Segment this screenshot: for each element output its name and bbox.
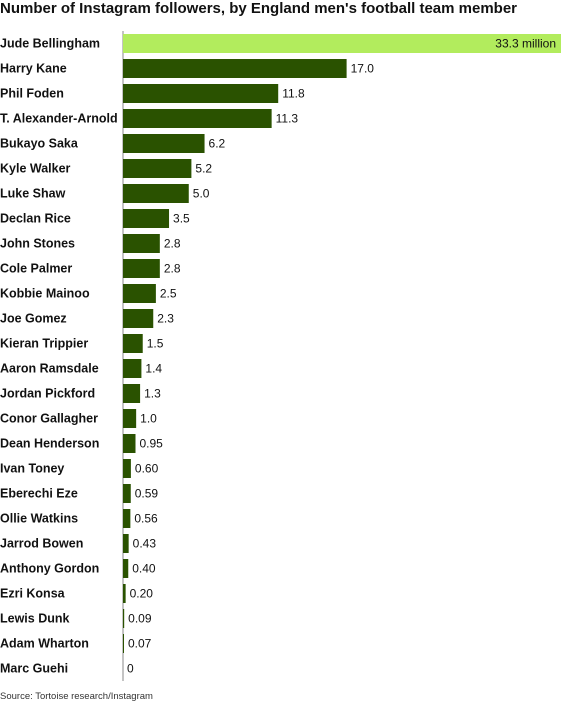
category-label: Phil Foden — [0, 87, 64, 101]
bar — [123, 359, 142, 378]
category-label: Conor Gallagher — [0, 412, 98, 426]
category-label: Bukayo Saka — [0, 137, 79, 151]
category-label: T. Alexander-Arnold — [0, 112, 118, 126]
bar — [123, 309, 154, 328]
category-label: Declan Rice — [0, 212, 71, 226]
category-label: Eberechi Eze — [0, 487, 78, 501]
bar — [123, 509, 131, 528]
category-label: Cole Palmer — [0, 262, 72, 276]
chart-title: Number of Instagram followers, by Englan… — [0, 0, 517, 17]
bar — [123, 484, 131, 503]
category-label: Harry Kane — [0, 62, 67, 76]
category-label: Jordan Pickford — [0, 387, 95, 401]
value-label: 11.8 — [282, 87, 305, 101]
value-label: 1.3 — [144, 387, 161, 401]
value-label: 2.3 — [157, 312, 174, 326]
value-label: 3.5 — [173, 212, 190, 226]
bar — [123, 409, 137, 428]
bar — [123, 209, 170, 228]
category-label: Jarrod Bowen — [0, 537, 83, 551]
value-label: 5.2 — [195, 162, 212, 176]
value-label: 0.60 — [135, 462, 159, 476]
bar — [123, 259, 160, 278]
value-label: 0 — [127, 662, 134, 676]
bar — [123, 434, 136, 453]
category-label: Ivan Toney — [0, 462, 64, 476]
category-label: Aaron Ramsdale — [0, 362, 99, 376]
category-label: Ollie Watkins — [0, 512, 78, 526]
value-label: 1.5 — [147, 337, 164, 351]
value-label: 5.0 — [193, 187, 210, 201]
category-label: Kobbie Mainoo — [0, 287, 90, 301]
value-label: 6.2 — [209, 137, 226, 151]
source-note: Source: Tortoise research/Instagram — [0, 691, 153, 702]
bar — [123, 109, 272, 128]
value-label: 0.56 — [134, 512, 158, 526]
bar — [123, 34, 561, 53]
category-label: Lewis Dunk — [0, 612, 70, 626]
category-label: Ezri Konsa — [0, 587, 66, 601]
category-label: Kyle Walker — [0, 162, 71, 176]
bar — [123, 134, 205, 153]
bar — [123, 159, 192, 178]
category-label: Jude Bellingham — [0, 37, 100, 51]
bar — [123, 234, 160, 253]
bar — [123, 584, 126, 603]
value-label: 0.09 — [128, 612, 152, 626]
category-label: John Stones — [0, 237, 75, 251]
bar — [123, 559, 129, 578]
value-label: 1.4 — [145, 362, 162, 376]
value-label: 0.40 — [132, 562, 156, 576]
bar — [123, 184, 189, 203]
bar — [123, 334, 143, 353]
category-label: Adam Wharton — [0, 637, 89, 651]
value-label: 1.0 — [140, 412, 157, 426]
value-label: 0.07 — [128, 637, 152, 651]
bar — [123, 384, 141, 403]
category-label: Kieran Trippier — [0, 337, 88, 351]
bar — [123, 609, 125, 628]
bar — [123, 284, 156, 303]
bar — [123, 534, 129, 553]
value-label: 2.8 — [164, 237, 181, 251]
value-label: 2.5 — [160, 287, 177, 301]
category-label: Anthony Gordon — [0, 562, 99, 576]
value-label: 33.3 million — [495, 37, 556, 51]
value-label: 0.59 — [135, 487, 159, 501]
bar — [123, 84, 279, 103]
category-label: Marc Guehi — [0, 662, 68, 676]
value-label: 0.95 — [139, 437, 163, 451]
value-label: 11.3 — [276, 112, 299, 126]
value-label: 0.43 — [133, 537, 157, 551]
category-label: Luke Shaw — [0, 187, 66, 201]
bar — [123, 59, 347, 78]
value-label: 0.20 — [130, 587, 154, 601]
bar — [123, 634, 124, 653]
bar — [123, 459, 131, 478]
value-label: 17.0 — [351, 62, 375, 76]
value-label: 2.8 — [164, 262, 181, 276]
category-label: Dean Henderson — [0, 437, 99, 451]
category-label: Joe Gomez — [0, 312, 67, 326]
